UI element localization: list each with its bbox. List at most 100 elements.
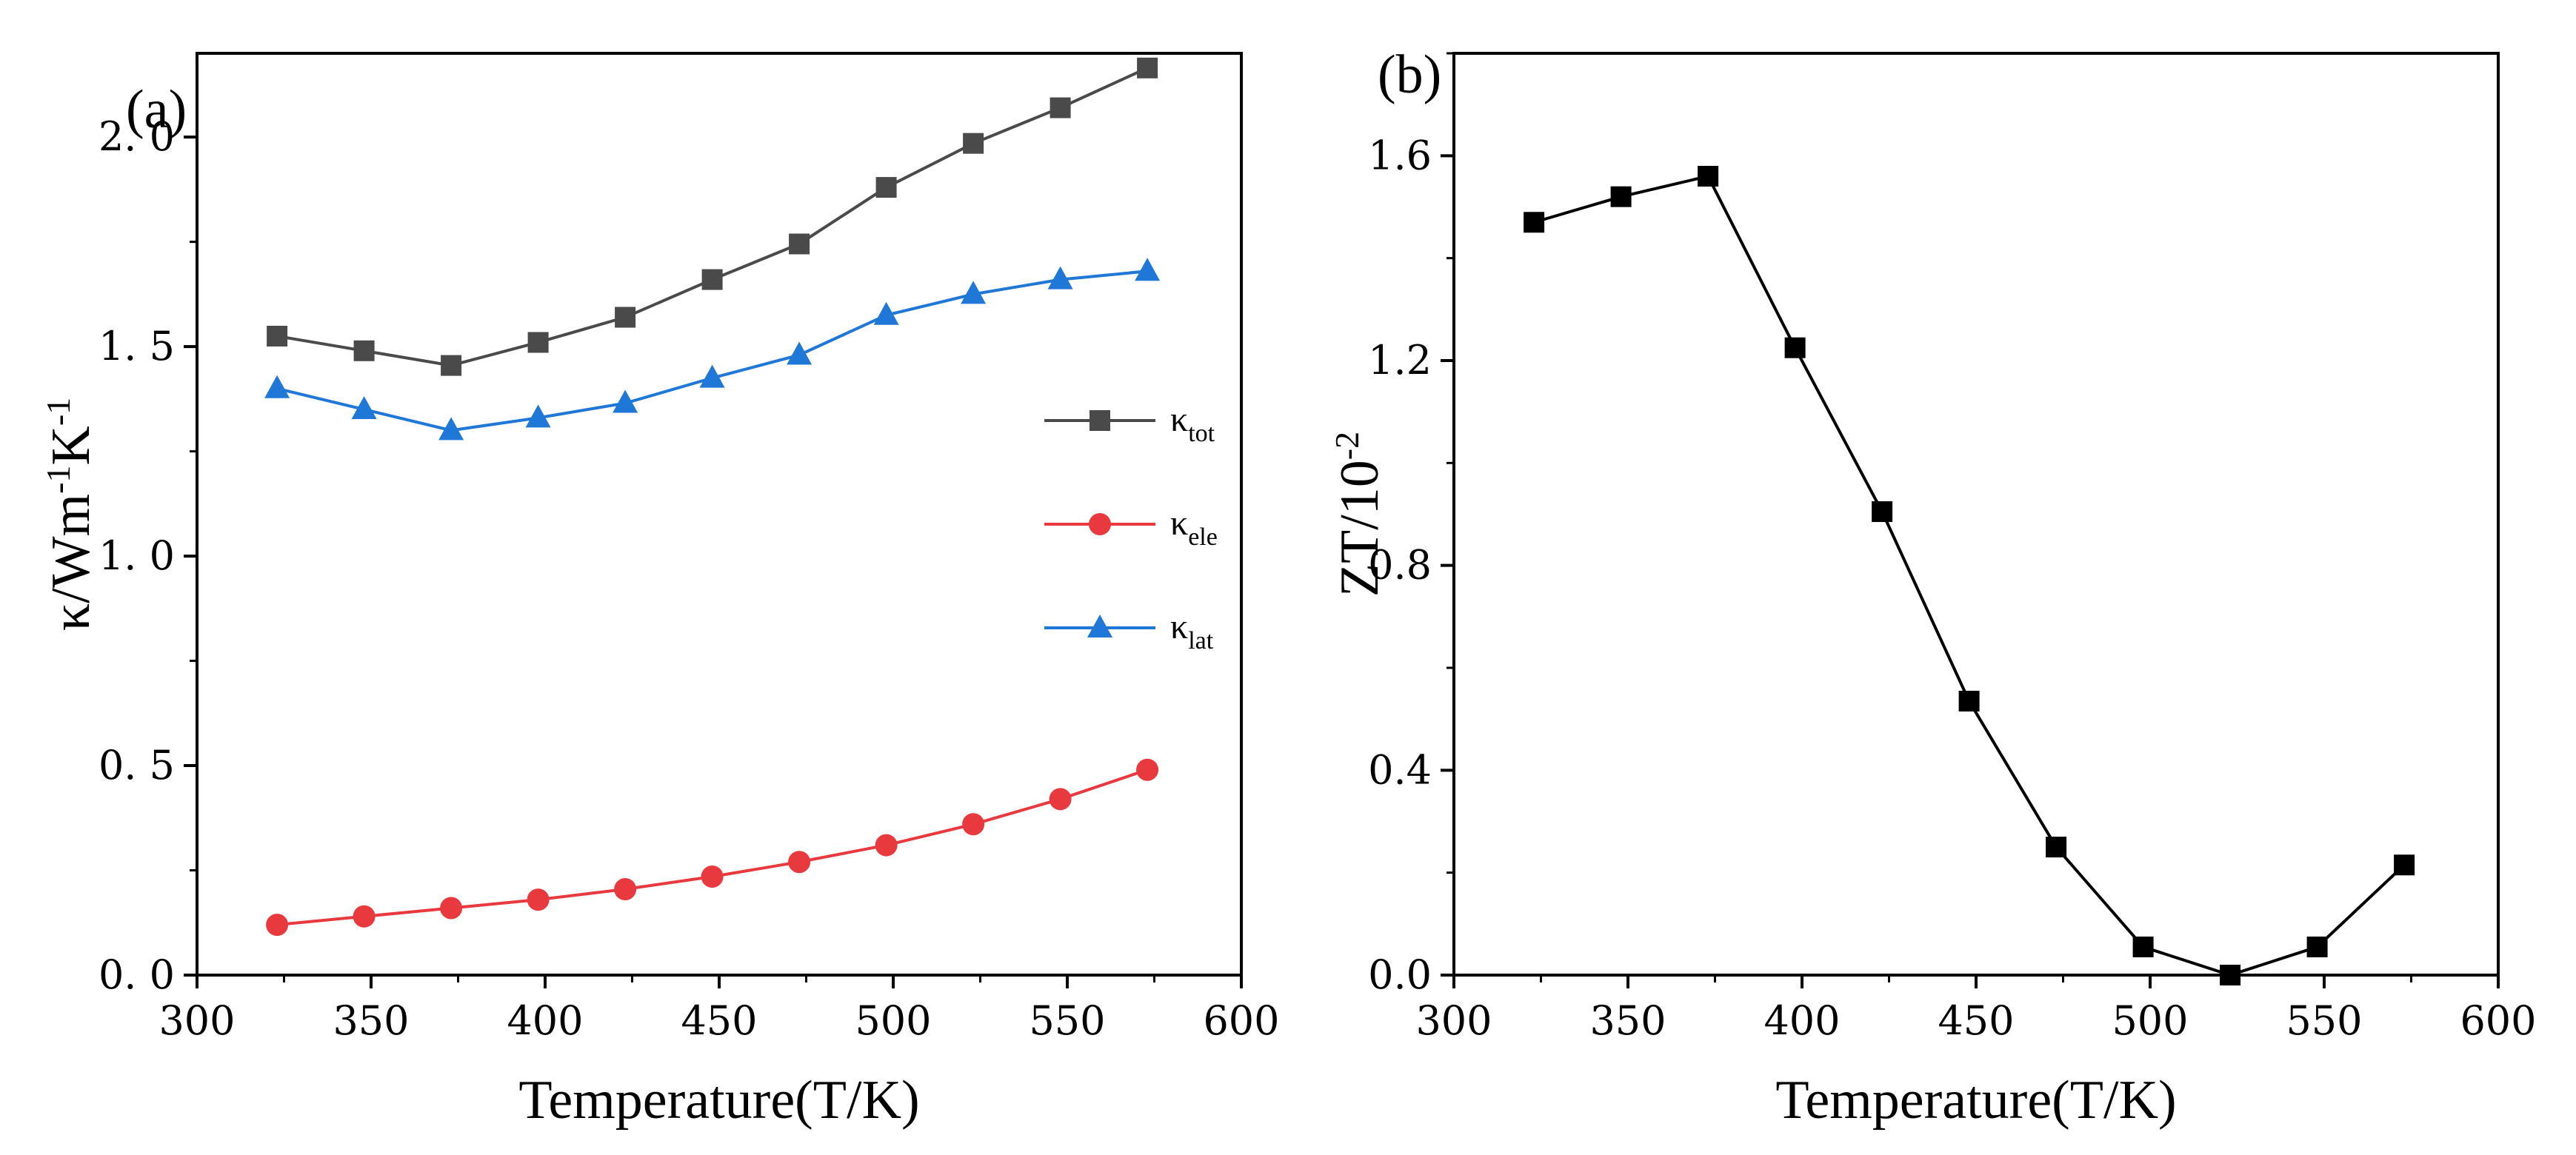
panel-a-legend-label-base: κ — [1170, 400, 1188, 439]
panel-b-series-ZT-point — [1610, 186, 1632, 207]
panel-a-legend-label-base: κ — [1170, 607, 1188, 646]
panel-b-y-tick-label: 0.0 — [1368, 951, 1432, 998]
panel-a-series-κele-point — [788, 851, 811, 874]
panel-a-legend-label-κtot: κtot — [1170, 400, 1215, 447]
panel-b-series-ZT-point — [1958, 690, 1980, 712]
panel-b-x-tick-label: 300 — [1415, 997, 1492, 1044]
panel-b-x-tick-label: 550 — [2286, 997, 2362, 1044]
panel-b-y-tick-label: 1.2 — [1368, 337, 1432, 384]
panel-a-label: (a) — [126, 79, 187, 140]
panel-b-series-ZT-point — [1784, 337, 1806, 358]
panel-a-series-κele-line — [276, 768, 1148, 927]
panel-a-series-κele-point — [875, 834, 898, 857]
panel-a-series-κlat-point — [438, 417, 464, 441]
panel-a-series-κtot-line — [276, 66, 1148, 367]
panel-a-plot-frame — [196, 52, 1243, 977]
panel-b-y-axis-title-base: ZT/10 — [1329, 460, 1390, 597]
panel-a-series-κele-point — [614, 877, 637, 900]
panel-a-legend-marker-κlat — [1087, 615, 1112, 637]
panel-a-x-tick-label: 400 — [507, 997, 583, 1044]
panel-a-legend-label-κele: κele — [1170, 503, 1218, 551]
panel-a-legend-label-sub: lat — [1188, 627, 1214, 654]
panel-b-plot-frame — [1452, 52, 2500, 977]
panel-a-series-κele-point — [962, 813, 985, 836]
panel-b-x-tick-label: 600 — [2460, 997, 2536, 1044]
panel-a-series-κtot-point — [353, 340, 375, 361]
panel-a-series-κele-point — [440, 897, 463, 920]
panel-a-series-κtot-point — [267, 325, 288, 346]
panel-a-legend-label-sub: tot — [1188, 420, 1215, 447]
panel-a-y-axis-title-sup: -1 — [39, 466, 77, 494]
panel-b-series-ZT-line — [1533, 174, 2406, 977]
panel-a-legend-label-κlat: κlat — [1170, 607, 1214, 654]
panel-a-legend-marker-κtot — [1090, 410, 1110, 431]
panel-b-y-tick-label: 1.6 — [1368, 132, 1432, 178]
panel-b-series-ZT-point — [2220, 965, 2241, 985]
panel-a-legend-label-sub: ele — [1188, 523, 1218, 551]
panel-a-series-κtot-point — [615, 307, 636, 328]
panel-b-series-ZT-point — [2046, 837, 2067, 858]
panel-a-series-κlat-point — [873, 301, 899, 325]
panel-b-label: (b) — [1378, 44, 1441, 105]
panel-a-y-axis-title-sup2: -1 — [39, 398, 77, 426]
panel-a-legend-label-base: κ — [1170, 503, 1188, 543]
panel-a-series-κlat-point — [264, 375, 290, 398]
panel-a-y-tick-label: 2. 0 — [99, 113, 175, 160]
panel-a-series-κtot-point — [963, 133, 984, 154]
panel-a-series-κtot-point — [701, 269, 723, 290]
panel-a-x-tick-label: 300 — [159, 997, 235, 1044]
panel-a-y-axis-title-mid: K — [41, 426, 101, 465]
panel-a-chart: 300 350 400 450 500 550 600 0. 0 0. 5 1. 0 1. 5 2. … — [39, 52, 1280, 1131]
panel-b-y-tick-label: 0.8 — [1368, 542, 1432, 589]
panel-a-x-tick-label: 450 — [681, 997, 757, 1044]
panel-b-series-ZT-point — [1524, 212, 1545, 233]
panel-a-y-axis-title: κ/Wm-1K-1 — [39, 398, 101, 631]
panel-a-x-axis-title: Temperature(T/K) — [518, 1070, 919, 1131]
panel-a-series-κele-point — [1049, 788, 1072, 811]
panel-a-series-κele-point — [527, 888, 550, 911]
panel-a-series-κlat-point — [351, 396, 377, 420]
panel-a-x-tick-label: 550 — [1029, 997, 1105, 1044]
panel-a-series-κtot-point — [1050, 97, 1071, 118]
panel-a-series-κtot-point — [441, 355, 462, 376]
panel-a-series-κlat-point — [613, 389, 638, 413]
panel-a-series-κtot-point — [527, 332, 549, 353]
panel-a-x-tick-label: 600 — [1203, 997, 1279, 1044]
panel-b-x-tick-label: 350 — [1589, 997, 1666, 1044]
panel-a-series-κele-point — [353, 905, 376, 928]
panel-a-series-κlat-point — [699, 364, 725, 388]
panel-b-y-axis-title: ZT/10-2 — [1328, 432, 1390, 597]
panel-a-series-κele-point — [1136, 758, 1159, 781]
panel-a-series-κlat-point — [525, 404, 551, 428]
panel-a-series-κtot-point — [1137, 57, 1158, 78]
panel-b-chart: 300 350 400 450 500 550 600 0.0 0.4 0.8 1.2 1.6 Temp… — [1328, 44, 2537, 1131]
panel-a-y-tick-label: 1. 0 — [99, 532, 175, 579]
panel-a-series-κtot-point — [875, 177, 897, 198]
panel-a-series-κlat-point — [961, 281, 987, 304]
panel-b-y-tick-label: 0.4 — [1368, 746, 1432, 793]
panel-a-series-κele-point — [266, 914, 289, 937]
panel-b-x-tick-label: 500 — [2112, 997, 2188, 1044]
panel-a-legend-marker-κele — [1089, 513, 1111, 535]
panel-a-series-κlat-point — [1135, 258, 1161, 281]
panel-b-series-ZT-point — [1872, 501, 1893, 523]
panel-a-series-κlat-line — [276, 270, 1148, 432]
panel-a-x-tick-label: 350 — [333, 997, 409, 1044]
panel-a-y-tick-label: 0. 5 — [99, 742, 175, 789]
panel-b-x-tick-label: 400 — [1764, 997, 1840, 1044]
panel-a-x-tick-label: 500 — [855, 997, 931, 1044]
panel-b-series-ZT-point — [2306, 936, 2328, 957]
panel-b-y-axis-title-sup: -2 — [1328, 432, 1366, 460]
panel-a-series-κlat-point — [1047, 266, 1073, 289]
panel-a-series-κlat-point — [787, 341, 812, 365]
panel-a-y-tick-label: 0. 0 — [99, 951, 175, 998]
panel-a-y-axis-title-base: κ/Wm — [41, 494, 101, 631]
panel-b-x-tick-label: 450 — [1938, 997, 2014, 1044]
panel-b-series-ZT-point — [1698, 166, 1719, 187]
panel-a-y-tick-label: 1. 5 — [99, 323, 175, 369]
panel-a-series-κele-point — [701, 866, 724, 888]
panel-b-series-ZT-point — [2394, 854, 2415, 876]
panel-b-series-ZT-point — [2132, 936, 2154, 957]
panel-b-x-axis-title: Temperature(T/K) — [1775, 1070, 2176, 1131]
